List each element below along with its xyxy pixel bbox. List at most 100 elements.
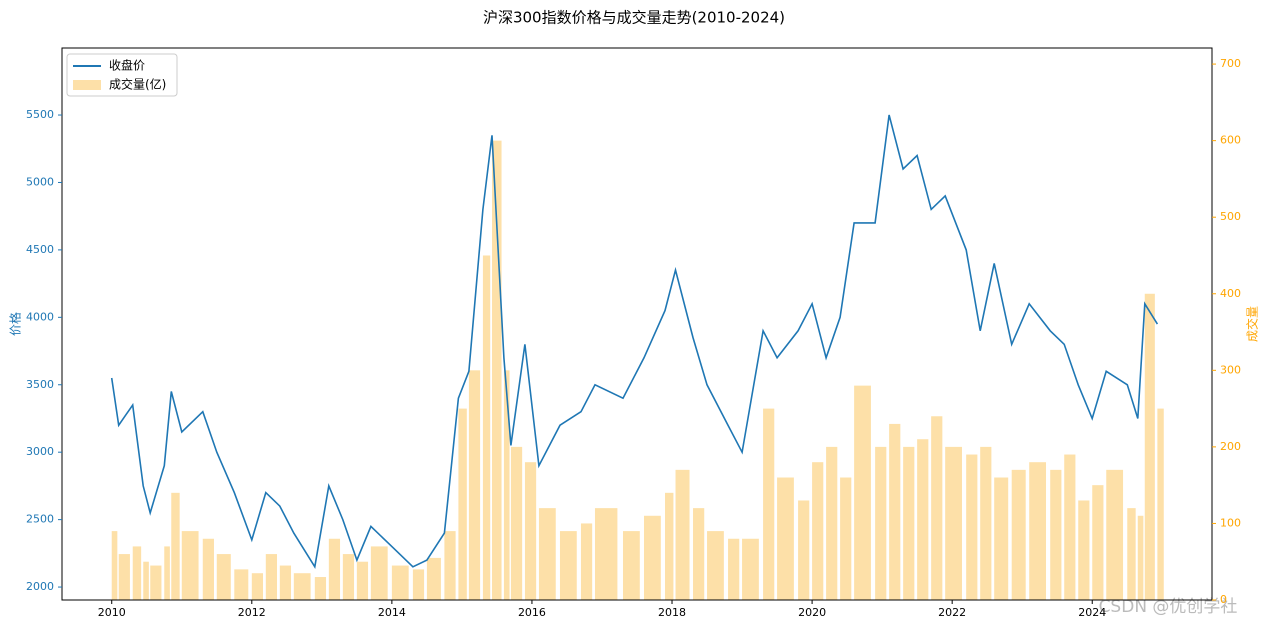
chart-title: 沪深300指数价格与成交量走势(2010-2024) <box>483 9 785 27</box>
y-tick-label: 5500 <box>26 108 54 121</box>
volume-bar <box>265 554 278 600</box>
volume-bar <box>370 546 388 600</box>
volume-bar <box>482 255 491 600</box>
volume-bar <box>980 446 992 600</box>
volume-bar <box>826 446 838 600</box>
y-tick-label: 2000 <box>26 580 54 593</box>
volume-bar <box>994 477 1009 600</box>
x-tick-label: 2022 <box>938 606 966 619</box>
volume-bar <box>181 531 199 600</box>
volume-bar <box>693 508 705 600</box>
volume-bar <box>391 565 409 600</box>
volume-bar <box>164 546 170 600</box>
y2-axis-label: 成交量 <box>1245 306 1260 342</box>
y2-tick-label: 0 <box>1220 593 1227 606</box>
volume-bar <box>742 538 759 600</box>
volume-bar <box>538 508 556 600</box>
volume-bar <box>1078 500 1090 600</box>
volume-bar <box>111 531 118 600</box>
volume-bar <box>118 554 130 600</box>
volume-bar <box>468 370 481 600</box>
x-tick-label: 2018 <box>658 606 686 619</box>
x-tick-label: 2014 <box>378 606 406 619</box>
volume-bar <box>492 140 502 600</box>
y2-tick-label: 100 <box>1220 516 1241 529</box>
volume-bar <box>889 423 901 600</box>
volume-bar <box>444 531 456 600</box>
volume-bar <box>234 569 249 600</box>
volume-bar <box>728 538 740 600</box>
volume-bar <box>132 546 142 600</box>
x-tick-label: 2020 <box>798 606 826 619</box>
volume-bar <box>1029 462 1047 600</box>
volume-bar <box>458 408 467 600</box>
volume-bar <box>503 370 510 600</box>
volume-bar <box>917 439 929 600</box>
volume-bar <box>251 573 264 600</box>
volume-bar <box>216 554 231 600</box>
volume-bar <box>1064 454 1076 600</box>
volume-bar <box>279 565 292 600</box>
y2-tick-label: 400 <box>1220 287 1241 300</box>
volume-bar <box>1137 515 1144 600</box>
volume-bar <box>1157 408 1164 600</box>
volume-bar <box>314 577 327 600</box>
volume-bar <box>1127 508 1136 600</box>
volume-bar <box>510 446 523 600</box>
volume-bar <box>945 446 962 600</box>
volume-bar <box>202 538 214 600</box>
y-tick-label: 5000 <box>26 175 54 188</box>
volume-bar <box>412 569 425 600</box>
y-tick-label: 4500 <box>26 243 54 256</box>
volume-bar <box>1092 485 1104 600</box>
volume-bar <box>777 477 794 600</box>
volume-bar <box>903 446 915 600</box>
y-tick-label: 4000 <box>26 310 54 323</box>
y-tick-label: 3000 <box>26 445 54 458</box>
volume-bar <box>426 557 441 600</box>
volume-bar <box>675 469 690 600</box>
volume-bar <box>594 508 618 600</box>
volume-bar <box>966 454 978 600</box>
volume-bar <box>524 462 537 600</box>
plot-frame <box>61 47 1213 601</box>
y-tick-label: 3500 <box>26 378 54 391</box>
volume-bar <box>644 515 661 600</box>
volume-bar <box>150 565 162 600</box>
y-axis-label: 价格 <box>8 312 23 336</box>
volume-bar <box>342 554 355 600</box>
volume-bar <box>875 446 887 600</box>
volume-bar <box>840 477 852 600</box>
volume-bar <box>559 531 577 600</box>
watermark: CSDN @优创学社 <box>1099 597 1238 617</box>
volume-bar <box>1050 469 1062 600</box>
legend-label: 收盘价 <box>109 58 145 73</box>
x-tick-label: 2010 <box>98 606 126 619</box>
x-tick-label: 2012 <box>238 606 266 619</box>
price-line <box>110 114 1159 570</box>
volume-bar <box>580 523 593 600</box>
volume-bar <box>171 492 180 600</box>
x-tick-label: 2016 <box>518 606 546 619</box>
y2-tick-label: 500 <box>1220 210 1241 223</box>
volume-bar <box>1011 469 1026 600</box>
x-tick-label: 2024 <box>1078 606 1106 619</box>
volume-bar <box>356 561 369 600</box>
volume-bar <box>812 462 824 600</box>
y2-tick-label: 600 <box>1220 134 1241 147</box>
legend-swatch <box>73 80 101 90</box>
volume-bar <box>798 500 810 600</box>
volume-bar <box>1106 469 1124 600</box>
legend-label: 成交量(亿) <box>109 77 166 92</box>
volume-bar <box>931 416 943 600</box>
volume-bar <box>854 385 871 600</box>
y2-tick-label: 200 <box>1220 440 1241 453</box>
volume-bar <box>763 408 775 600</box>
volume-bar <box>665 492 674 600</box>
y2-tick-label: 300 <box>1220 363 1241 376</box>
volume-bar <box>1144 293 1155 600</box>
volume-bar <box>622 531 640 600</box>
y-tick-label: 2500 <box>26 513 54 526</box>
volume-bar <box>293 573 311 600</box>
volume-bar <box>328 538 341 600</box>
